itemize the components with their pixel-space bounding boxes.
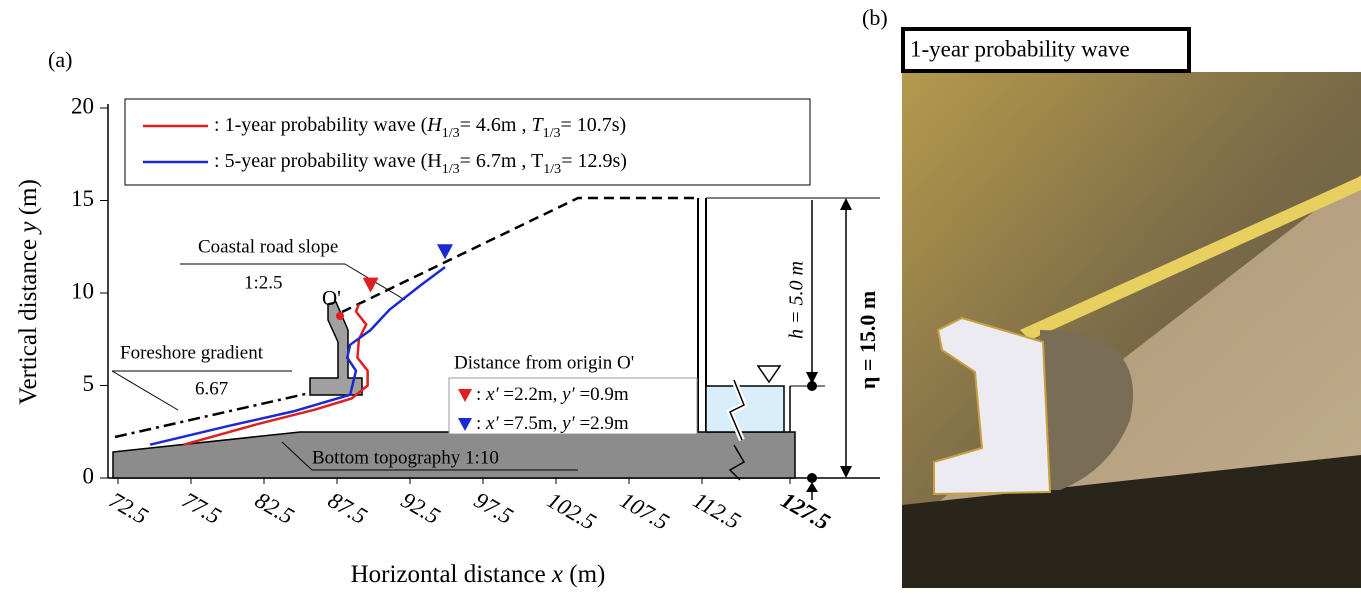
text-part: (m) — [563, 561, 605, 588]
leader — [111, 370, 179, 411]
annotation: Bottom topography 1:10 — [312, 447, 499, 468]
panel-a: (a) O' Coastal road slope 1:2.5 Foreshor… — [48, 47, 880, 500]
arrow — [840, 198, 852, 210]
dot — [807, 473, 817, 483]
foreshore-line — [114, 386, 333, 439]
annotation: Foreshore gradient — [120, 342, 264, 363]
text-part: T — [531, 114, 544, 136]
photo-slope — [1020, 176, 1361, 340]
x-tick-label: 82.5 — [251, 487, 298, 529]
text-part: Vertical distance — [15, 233, 42, 405]
text-part: 1/3 — [543, 162, 561, 177]
distance-marker — [458, 418, 472, 431]
water-tank — [705, 385, 785, 433]
text-part: 1/3 — [442, 162, 460, 177]
photo-title: 1-year probability wave — [910, 36, 1130, 61]
legend-label: : 1-year probability wave (H1/3= 4.6m , … — [214, 114, 626, 141]
origin-label: O' — [322, 286, 341, 310]
text-part: = 4.6m , — [460, 114, 532, 136]
text-part: : — [214, 150, 225, 172]
text-part: = 6.7m , T — [460, 150, 544, 172]
annotation: 1:2.5 — [244, 272, 283, 293]
text-part: y′ — [560, 413, 575, 434]
point-marker — [437, 244, 454, 260]
water-level-symbol — [756, 365, 782, 384]
text-part: 1/3 — [543, 126, 561, 141]
annotation: Distance from origin O' — [454, 352, 634, 373]
distance-label: : x′ =2.2m, y′ =0.9m — [476, 384, 629, 405]
text-part: y′ — [560, 384, 575, 405]
legend — [124, 98, 811, 186]
text-part: =0.9m — [575, 384, 629, 405]
annotation: Coastal road slope — [198, 236, 338, 257]
text-part: 5-year probability wave (H — [225, 150, 442, 172]
x-tick-label: 87.5 — [324, 487, 371, 529]
x-tick-label: 127.5 — [777, 487, 834, 535]
arrow — [806, 482, 818, 492]
text-part: x′ — [485, 413, 499, 434]
text-part: = 12.9s) — [561, 150, 627, 172]
y-tick-label: 20 — [71, 93, 94, 118]
data-line — [149, 266, 446, 446]
text-part: 1-year probability wave ( — [225, 114, 428, 136]
photo-structure — [933, 316, 1052, 496]
text-part: x′ — [485, 384, 499, 405]
distance-label: : x′ =7.5m, y′ =2.9m — [476, 413, 629, 434]
point-marker — [362, 277, 379, 293]
x-tick-label: 92.5 — [397, 487, 444, 529]
structure — [309, 301, 363, 396]
origin-dot — [336, 312, 344, 320]
data-line — [183, 303, 369, 446]
text-part: : — [214, 114, 225, 136]
arrow — [806, 372, 818, 384]
text-part: : — [476, 413, 486, 434]
panel-b: (b) 1-year probability wave — [862, 5, 1361, 588]
y-tick-label: 5 — [83, 371, 95, 396]
annotation: h = 5.0 m — [786, 261, 808, 339]
legend-label: : 5-year probability wave (H1/3= 6.7m , … — [214, 150, 627, 177]
dot — [807, 381, 817, 391]
panel-label: (a) — [48, 47, 72, 72]
text-part: x — [551, 561, 563, 588]
photo-title-box — [901, 27, 1191, 73]
text-part: H — [426, 114, 443, 136]
text-part: 1/3 — [442, 126, 460, 141]
photo-splash — [1040, 330, 1134, 490]
text-part: : — [476, 384, 486, 405]
text-part: Horizontal distance — [351, 561, 552, 588]
x-tick-label: 107.5 — [616, 487, 673, 535]
leader — [281, 441, 313, 471]
annotation: 6.67 — [195, 378, 228, 399]
y-axis-label: Vertical distance y (m) — [15, 179, 42, 405]
x-axis-label: Horizontal distance x (m) — [351, 561, 606, 588]
text-part: =2.9m — [575, 413, 629, 434]
x-tick-label: 112.5 — [689, 487, 745, 534]
text-part: =7.5m, — [499, 413, 563, 434]
arrow — [840, 466, 852, 478]
text-part: =2.2m, — [499, 384, 563, 405]
distance-marker — [458, 389, 472, 402]
axis-break — [728, 444, 746, 481]
coastal-road-line — [341, 196, 700, 314]
photo-floor — [902, 455, 1361, 588]
x-tick-label: 72.5 — [105, 487, 152, 529]
distance-box — [448, 377, 698, 435]
x-tick-label: 77.5 — [178, 487, 225, 529]
axis-break — [729, 379, 745, 441]
x-tick-label: 102.5 — [543, 487, 600, 535]
text-part: y — [15, 221, 42, 236]
panel-label: (b) — [862, 5, 888, 30]
text-part: (m) — [15, 179, 42, 221]
y-tick-label: 15 — [71, 186, 94, 211]
annotation: η = 15.0 m — [855, 291, 880, 389]
y-tick-label: 0 — [83, 463, 95, 488]
x-tick-label: 97.5 — [470, 487, 517, 529]
y-tick-label: 10 — [71, 278, 94, 303]
text-part: = 10.7s) — [560, 114, 626, 136]
